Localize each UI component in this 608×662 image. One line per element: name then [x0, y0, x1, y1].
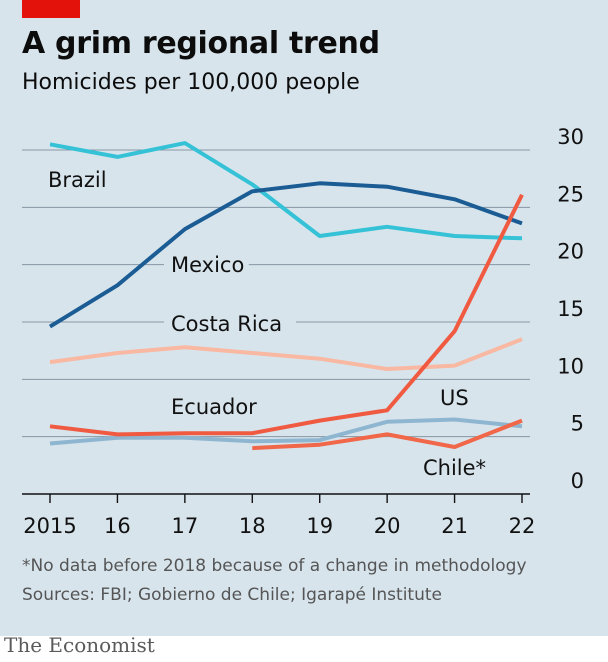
chart-panel [0, 0, 608, 636]
y-tick-label: 10 [557, 354, 584, 378]
series-label-brazil: Brazil [48, 168, 107, 192]
x-tick-label: 2015 [23, 514, 76, 538]
series-label-chile: Chile* [423, 456, 486, 480]
series-label-ecuador: Ecuador [171, 395, 257, 419]
x-tick-label: 16 [104, 514, 131, 538]
series-line-costa-rica [49, 337, 523, 371]
brand-red-tag [22, 0, 80, 18]
chart-subtitle: Homicides per 100,000 people [22, 70, 360, 95]
y-tick-label: 15 [557, 297, 584, 321]
y-tick-label: 5 [571, 412, 584, 436]
series-label-mexico: Mexico [171, 253, 244, 277]
series-label-background [164, 311, 296, 339]
footnote-sources: Sources: FBI; Gobierno de Chile; Igarapé… [22, 585, 442, 605]
chart-title: A grim regional trend [22, 26, 380, 61]
series-line-ecuador [49, 193, 524, 437]
series-line-us [49, 417, 523, 446]
series-label-us: US [440, 386, 469, 410]
y-tick-label: 30 [557, 125, 584, 149]
y-tick-label: 20 [557, 240, 584, 264]
x-tick-label: 18 [239, 514, 266, 538]
series-line-brazil [49, 141, 523, 241]
line-chart: 0 5 10 15 20 25 30 2015 16 17 18 19 20 21 22 Brazil Mexi… [22, 125, 584, 538]
x-tick-label: 21 [441, 514, 468, 538]
series-label-background [164, 252, 249, 280]
series-line-mexico [48, 181, 523, 329]
y-tick-label: 25 [557, 182, 584, 206]
y-tick-label: 0 [571, 469, 584, 493]
x-tick-label: 17 [171, 514, 198, 538]
publisher-logo: The Economist [4, 633, 155, 657]
x-tick-label: 19 [306, 514, 333, 538]
series-line-chile [252, 418, 523, 451]
series-label-costa-rica: Costa Rica [171, 312, 282, 336]
x-tick-label: 20 [374, 514, 401, 538]
x-tick-label: 22 [509, 514, 536, 538]
footnote-methodology: *No data before 2018 because of a change… [22, 556, 527, 576]
